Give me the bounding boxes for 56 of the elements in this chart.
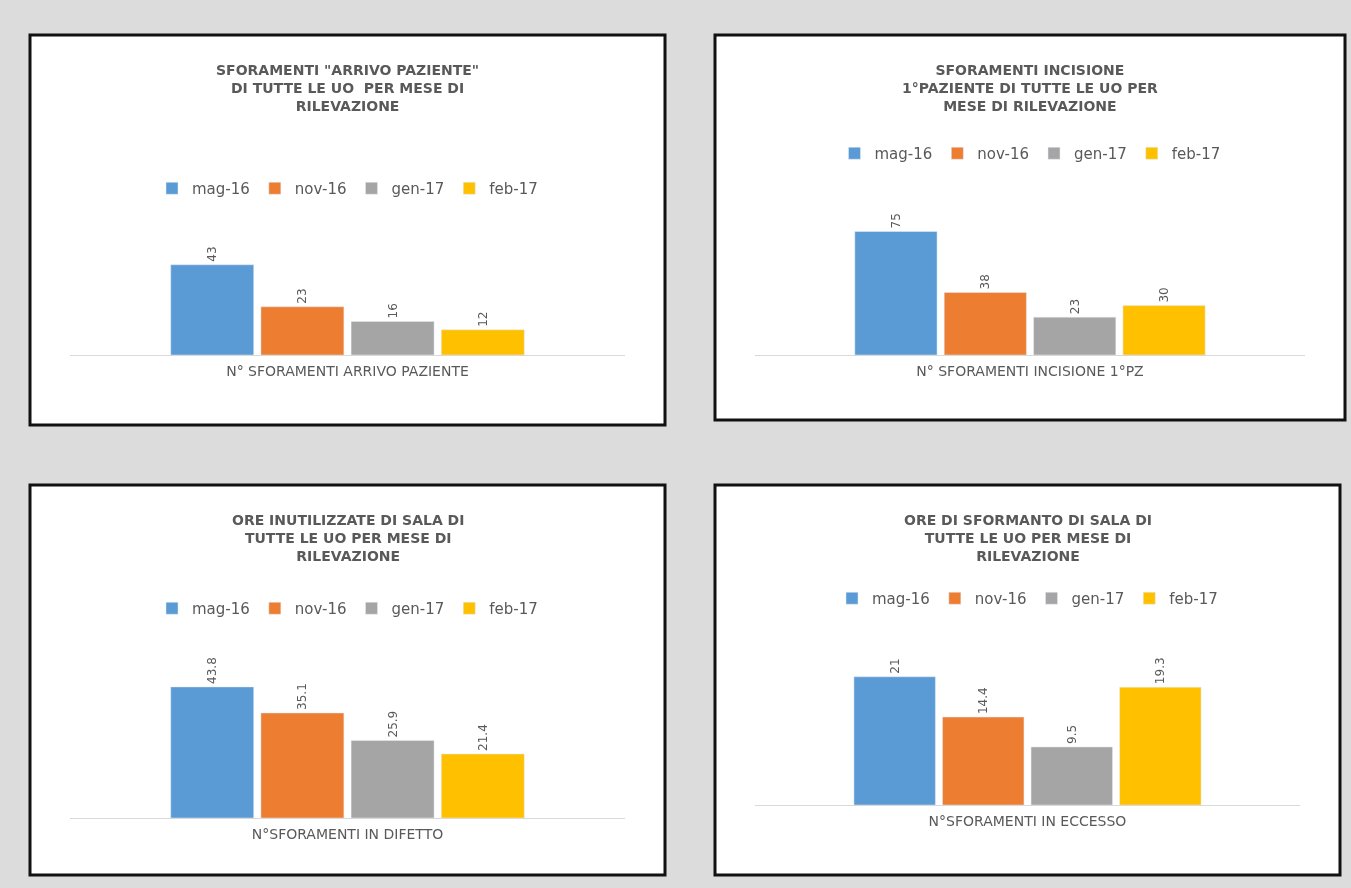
legend-label: mag-16 bbox=[192, 600, 250, 619]
data-label: 35.1 bbox=[295, 683, 310, 710]
legend-label: gen-17 bbox=[391, 180, 445, 199]
data-label: 9.5 bbox=[1064, 724, 1079, 744]
data-label: 16 bbox=[385, 303, 400, 319]
data-label: 30 bbox=[1157, 287, 1172, 303]
x-axis-title: N° SFORAMENTI ARRIVO PAZIENTE bbox=[226, 362, 469, 379]
data-label: 12 bbox=[475, 311, 490, 327]
legend-label: mag-16 bbox=[192, 180, 250, 199]
chart-title: ORE DI SFORMANTO DI SALA DI TUTTE LE UO PER MESE DI RILEVAZIONE bbox=[904, 512, 1153, 565]
data-label: 75 bbox=[888, 213, 903, 229]
bar bbox=[942, 716, 1025, 805]
x-axis-title: N°SFORAMENTI IN ECCESSO bbox=[928, 812, 1127, 829]
chart-title: SFORAMENTI "ARRIVO PAZIENTE" DI TUTTE LE UO PER MESE DI RILEVAZIONE bbox=[216, 62, 480, 115]
legend-label: nov-16 bbox=[294, 180, 347, 199]
bar bbox=[853, 676, 936, 805]
bar bbox=[170, 686, 254, 818]
data-label: 21.4 bbox=[475, 724, 490, 751]
legend-label: gen-17 bbox=[391, 600, 445, 619]
chart-title: ORE INUTILIZZATE DI SALA DI TUTTE LE UO PER MESE DI RILEVAZIONE bbox=[232, 512, 465, 565]
legend-label: mag-16 bbox=[872, 590, 930, 609]
bar bbox=[350, 740, 435, 818]
bar bbox=[1119, 686, 1202, 805]
data-label: 21 bbox=[887, 658, 902, 674]
bar bbox=[1030, 746, 1113, 805]
legend-label: nov-16 bbox=[974, 590, 1027, 609]
legend-label: gen-17 bbox=[1074, 145, 1127, 164]
legend-label: feb-17 bbox=[1171, 145, 1221, 164]
legend-label: gen-17 bbox=[1071, 590, 1125, 609]
bar bbox=[1122, 305, 1206, 355]
bar bbox=[350, 321, 435, 355]
legend-label: nov-16 bbox=[294, 600, 347, 619]
data-label: 43 bbox=[205, 246, 220, 262]
data-label: 23 bbox=[295, 288, 310, 304]
legend-label: mag-16 bbox=[874, 145, 933, 164]
data-label: 38 bbox=[978, 274, 993, 290]
bar bbox=[260, 712, 345, 818]
chart-title: SFORAMENTI INCISIONE 1°PAZIENTE DI TUTTE LE UO PER MESE DI RILEVAZIONE bbox=[902, 62, 1158, 115]
bar bbox=[260, 306, 345, 355]
bar bbox=[170, 264, 254, 355]
legend-label: feb-17 bbox=[489, 600, 538, 619]
x-axis-title: N°SFORAMENTI IN DIFETTO bbox=[251, 825, 444, 842]
bar bbox=[441, 753, 525, 818]
data-label: 19.3 bbox=[1153, 657, 1168, 685]
legend-label: feb-17 bbox=[1169, 590, 1218, 609]
bar bbox=[854, 231, 938, 355]
legend-label: feb-17 bbox=[489, 180, 538, 199]
bar bbox=[441, 329, 525, 355]
x-axis-title: N° SFORAMENTI INCISIONE 1°PZ bbox=[916, 362, 1144, 379]
legend-label: nov-16 bbox=[977, 145, 1029, 164]
data-label: 14.4 bbox=[976, 687, 991, 715]
bar bbox=[943, 292, 1027, 355]
data-label: 25.9 bbox=[385, 710, 400, 738]
data-label: 43.8 bbox=[205, 657, 220, 684]
bar bbox=[1033, 316, 1117, 355]
data-label: 23 bbox=[1067, 298, 1082, 315]
